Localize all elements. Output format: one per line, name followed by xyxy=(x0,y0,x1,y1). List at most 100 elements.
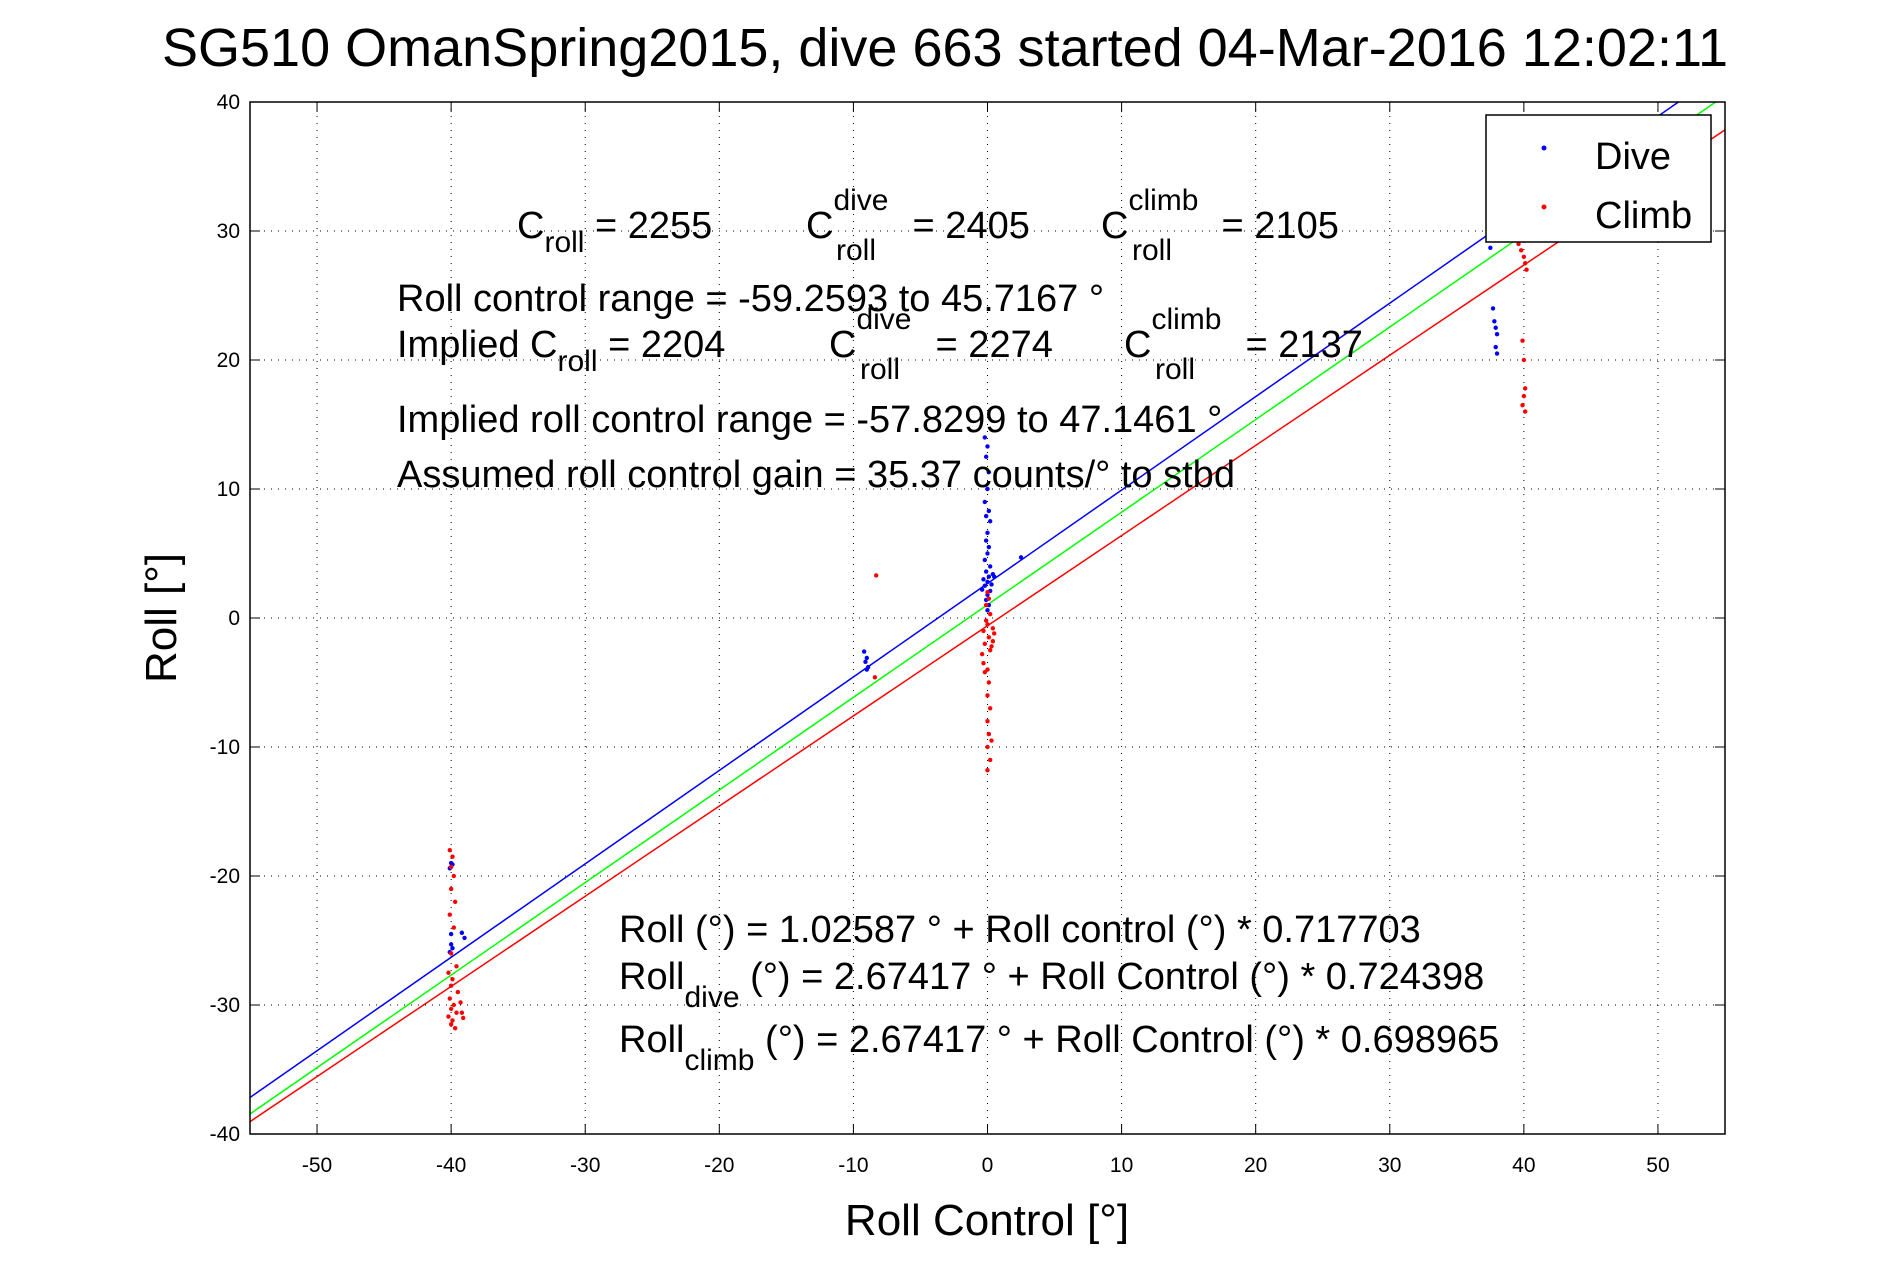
legend-climb-label: Climb xyxy=(1595,195,1692,237)
x-tick-label: -50 xyxy=(302,1154,332,1177)
climb-point xyxy=(448,1022,454,1027)
dive-point xyxy=(985,579,990,585)
climb-point xyxy=(872,675,878,680)
dive-point xyxy=(986,544,992,550)
climb-point xyxy=(448,951,454,956)
annotation-implied-c-roll-climb: Cclimb roll = 2137 xyxy=(1124,303,1363,386)
climb-point xyxy=(1520,338,1525,343)
annotation-fit-climb: Rollclimb (°) = 2.67417 ° + Roll Control… xyxy=(619,1019,1499,1077)
annotations: Croll = 2255 Cdive roll = 2405 Cclimb roll… xyxy=(397,184,1499,1077)
y-tick-label: 20 xyxy=(217,349,240,372)
climb-point xyxy=(987,706,993,711)
climb-point xyxy=(447,912,452,917)
dive-point xyxy=(1493,344,1498,350)
climb-point xyxy=(1518,248,1524,253)
x-tick-label: -20 xyxy=(704,1154,734,1177)
dive-point xyxy=(986,470,992,475)
climb-point xyxy=(447,996,452,1001)
climb-point xyxy=(455,989,461,995)
x-axis-label: Roll Control [°] xyxy=(845,1196,1129,1245)
x-tick-label: 50 xyxy=(1646,1154,1669,1177)
climb-point xyxy=(985,693,990,698)
dive-point xyxy=(864,667,870,672)
climb-point xyxy=(985,768,990,773)
fit-line-combined xyxy=(249,101,1717,1115)
annotation-c-roll-dive: Cdive roll = 2405 xyxy=(806,184,1030,267)
annotation-implied-range: Implied roll control range = -57.8299 to… xyxy=(397,399,1222,441)
dive-point xyxy=(983,569,989,574)
climb-point xyxy=(448,983,454,988)
climb-point xyxy=(983,618,989,623)
dive-point xyxy=(985,551,990,556)
dive-point xyxy=(987,564,993,569)
climb-point xyxy=(446,970,451,975)
legend-climb-marker xyxy=(1541,204,1547,210)
x-tick-label: -10 xyxy=(838,1154,868,1177)
dive-point xyxy=(861,649,867,654)
climb-point xyxy=(450,854,455,859)
climb-point xyxy=(450,1018,455,1023)
climb-point xyxy=(874,573,879,578)
climb-point xyxy=(987,757,993,763)
dive-point xyxy=(985,486,990,492)
climb-point xyxy=(987,648,993,653)
x-tick-label: 10 xyxy=(1110,1154,1133,1177)
y-tick-label: 10 xyxy=(217,478,240,501)
climb-point xyxy=(1520,402,1525,408)
annotation-fit-all: Roll (°) = 1.02587 ° + Roll control (°) … xyxy=(619,909,1421,951)
climb-point xyxy=(986,731,992,737)
climb-point xyxy=(987,611,993,617)
dive-point xyxy=(448,942,454,947)
y-axis-label: Roll [°] xyxy=(137,553,186,683)
climb-point xyxy=(986,680,992,685)
climb-point xyxy=(1521,357,1527,363)
climb-point xyxy=(1521,393,1527,399)
dive-point xyxy=(983,454,989,459)
data-points xyxy=(446,241,1529,1031)
dive-point xyxy=(1494,332,1500,337)
annotation-roll-control-range: Roll control range = -59.2593 to 45.7167… xyxy=(397,278,1104,320)
climb-point xyxy=(982,641,988,646)
climb-point xyxy=(448,886,454,892)
climb-point xyxy=(461,1015,466,1021)
climb-point xyxy=(451,1002,457,1008)
dive-point xyxy=(1494,351,1500,356)
y-tick-label: -30 xyxy=(210,994,240,1017)
climb-point xyxy=(981,660,986,666)
dive-point xyxy=(985,530,990,536)
x-tick-label: 30 xyxy=(1378,1154,1401,1177)
climb-point xyxy=(450,977,455,982)
annotation-gain: Assumed roll control gain = 35.37 counts… xyxy=(397,454,1235,496)
dive-point xyxy=(459,930,465,935)
climb-point xyxy=(454,1010,459,1015)
climb-point xyxy=(985,622,990,627)
climb-point xyxy=(981,628,986,634)
climb-point xyxy=(454,964,459,969)
dive-point xyxy=(462,935,467,941)
dive-point xyxy=(1493,325,1498,330)
y-tick-label: -20 xyxy=(210,865,240,888)
axis-ticks: -50 -40 -30 -20 -10 0 10 20 30 40 50 -40 -30 -20 -10 0 1… xyxy=(210,91,1725,1177)
dive-point xyxy=(986,508,992,514)
legend-dive-marker xyxy=(1541,145,1547,151)
dive-point xyxy=(986,574,992,579)
dive-point xyxy=(983,513,989,519)
dive-point xyxy=(982,557,988,563)
dive-point xyxy=(982,435,988,440)
dive-point xyxy=(989,582,994,587)
climb-point xyxy=(451,925,457,930)
climb-point xyxy=(990,626,996,631)
climb-point xyxy=(1516,241,1521,247)
x-tick-label: -30 xyxy=(570,1154,600,1177)
climb-point xyxy=(983,602,989,608)
legend-dive-label: Dive xyxy=(1595,136,1671,178)
climb-point xyxy=(985,719,990,724)
climb-point xyxy=(985,744,990,750)
annotation-implied-c-roll-dive: Cdive roll = 2274 xyxy=(829,303,1053,386)
dive-point xyxy=(863,659,868,665)
dive-point xyxy=(450,946,455,951)
x-tick-label: 40 xyxy=(1512,1154,1535,1177)
dive-point xyxy=(981,577,986,582)
climb-point xyxy=(1523,261,1528,266)
